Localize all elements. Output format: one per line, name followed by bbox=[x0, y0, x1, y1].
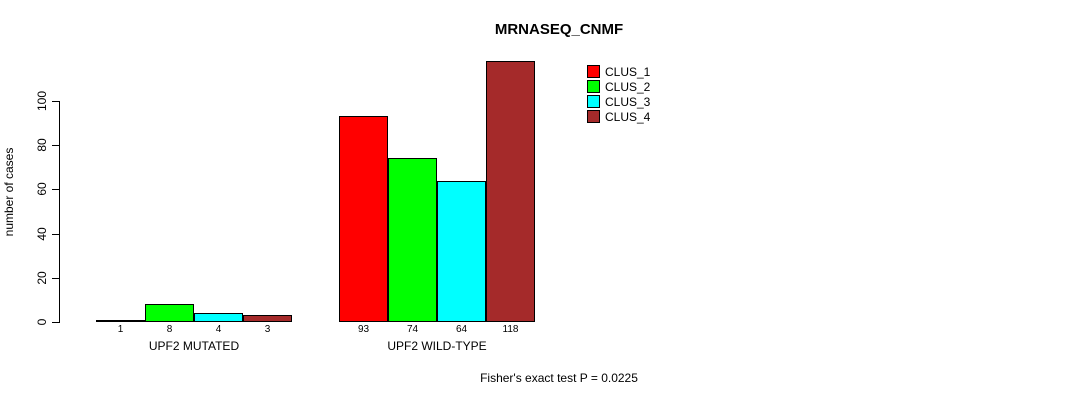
y-axis-tick-label: 100 bbox=[35, 90, 49, 112]
x-axis-group-label: UPF2 MUTATED bbox=[148, 339, 240, 353]
chart-legend: CLUS_1 CLUS_2 CLUS_3 CLUS_4 bbox=[587, 64, 650, 124]
legend-swatch-icon bbox=[587, 110, 600, 123]
chart-title: MRNASEQ_CNMF bbox=[494, 21, 624, 38]
y-axis-tick bbox=[52, 322, 59, 323]
bar-value-label: 64 bbox=[455, 324, 468, 335]
legend-label: CLUS_3 bbox=[605, 94, 651, 109]
y-axis-tick-label: 60 bbox=[35, 182, 49, 197]
bar-value-label: 93 bbox=[357, 324, 370, 335]
legend-item-clus_3: CLUS_3 bbox=[587, 94, 650, 109]
statistical-annotation: Fisher's exact test P = 0.0225 bbox=[480, 371, 638, 385]
legend-label: CLUS_2 bbox=[605, 79, 651, 94]
legend-swatch-icon bbox=[587, 80, 600, 93]
bar-value-label: 118 bbox=[502, 324, 519, 335]
legend-label: CLUS_4 bbox=[605, 109, 651, 124]
y-axis-tick bbox=[52, 145, 59, 147]
bar-clus_4-group1 bbox=[243, 315, 292, 322]
y-axis-tick bbox=[52, 233, 59, 235]
y-axis-tick-label: 80 bbox=[35, 138, 49, 152]
legend-item-clus_4: CLUS_4 bbox=[587, 109, 650, 124]
bar-clus_1-group2 bbox=[339, 116, 388, 322]
bar-clus_2-group2 bbox=[388, 158, 437, 322]
y-axis-tick bbox=[52, 189, 59, 191]
bar-value-label: 74 bbox=[406, 324, 419, 335]
legend-label: CLUS_1 bbox=[605, 64, 651, 79]
legend-item-clus_2: CLUS_2 bbox=[587, 79, 650, 94]
legend-swatch-icon bbox=[587, 65, 600, 78]
bar-clus_2-group1 bbox=[145, 304, 194, 322]
bar-clus_4-group2 bbox=[486, 61, 535, 322]
legend-item-clus_1: CLUS_1 bbox=[587, 64, 650, 79]
bar-value-label: 8 bbox=[166, 324, 173, 335]
y-axis-label: number of cases bbox=[2, 147, 16, 237]
y-axis-tick bbox=[52, 101, 59, 102]
bar-value-label: 1 bbox=[117, 324, 124, 335]
legend-swatch-icon bbox=[587, 95, 600, 108]
y-axis-tick-label: 40 bbox=[35, 226, 49, 241]
bar-value-label: 4 bbox=[215, 324, 222, 335]
bar-value-label: 3 bbox=[264, 324, 271, 335]
y-axis-tick-label: 20 bbox=[35, 271, 49, 285]
bar-clus_3-group1 bbox=[194, 313, 243, 322]
y-axis-line bbox=[59, 101, 60, 323]
bar-clus_1-group1 bbox=[96, 319, 145, 322]
bar-clus_3-group2 bbox=[437, 180, 486, 322]
y-axis-tick-label: 0 bbox=[35, 318, 49, 326]
x-axis-group-label: UPF2 WILD-TYPE bbox=[387, 339, 487, 353]
y-axis-tick bbox=[52, 277, 59, 279]
